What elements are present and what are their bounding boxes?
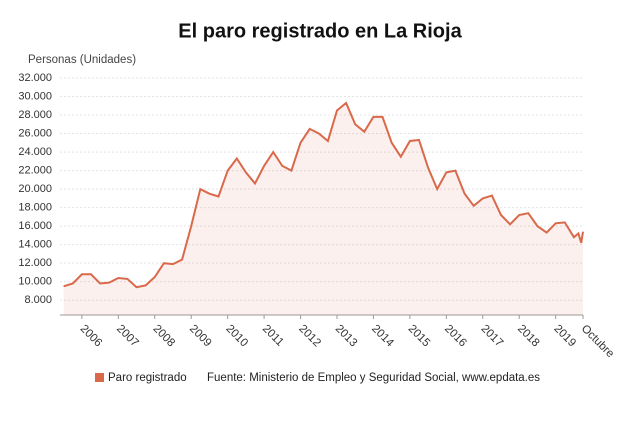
x-tick-label: 2019 <box>551 323 578 350</box>
x-tick-label: 2012 <box>296 323 323 350</box>
y-tick-label: 22.000 <box>18 164 52 176</box>
x-tick-label: 2006 <box>78 323 105 350</box>
x-tick-label: 2015 <box>406 323 433 350</box>
y-tick-label: 24.000 <box>18 146 52 158</box>
y-tick-label: 26.000 <box>18 127 52 139</box>
chart-title: El paro registrado en La Rioja <box>178 20 462 42</box>
x-tick-label: 2018 <box>515 323 542 350</box>
y-tick-label: 8.000 <box>24 294 52 306</box>
x-tick-label: 2017 <box>479 323 506 350</box>
x-tick-label: 2009 <box>187 323 214 350</box>
x-tick-label: 2016 <box>442 323 469 350</box>
y-tick-label: 32.000 <box>18 72 52 84</box>
y-tick-label: 20.000 <box>18 183 52 195</box>
source-note: Fuente: Ministerio de Empleo y Seguridad… <box>207 372 540 384</box>
y-tick-label: 30.000 <box>18 90 52 102</box>
y-tick-label: 10.000 <box>18 276 52 288</box>
legend-swatch <box>95 373 104 382</box>
y-tick-label: 14.000 <box>18 239 52 251</box>
y-axis-label: Personas (Unidades) <box>28 54 136 66</box>
legend-label: Paro registrado <box>108 372 187 384</box>
y-tick-label: 18.000 <box>18 202 52 214</box>
x-tick-label: Octubre <box>579 323 616 360</box>
line <box>63 101 584 289</box>
y-tick-label: 28.000 <box>18 109 52 121</box>
area <box>63 103 584 315</box>
x-tick-label: 2013 <box>333 323 360 350</box>
x-tick-label: 2008 <box>150 323 177 350</box>
x-tick-label: 2010 <box>223 323 250 350</box>
x-tick-label: 2014 <box>369 323 396 350</box>
x-tick-label: 2011 <box>260 323 286 349</box>
y-tick-label: 16.000 <box>18 220 52 232</box>
y-tick-label: 12.000 <box>18 257 52 269</box>
x-tick-label: 2007 <box>114 323 141 350</box>
